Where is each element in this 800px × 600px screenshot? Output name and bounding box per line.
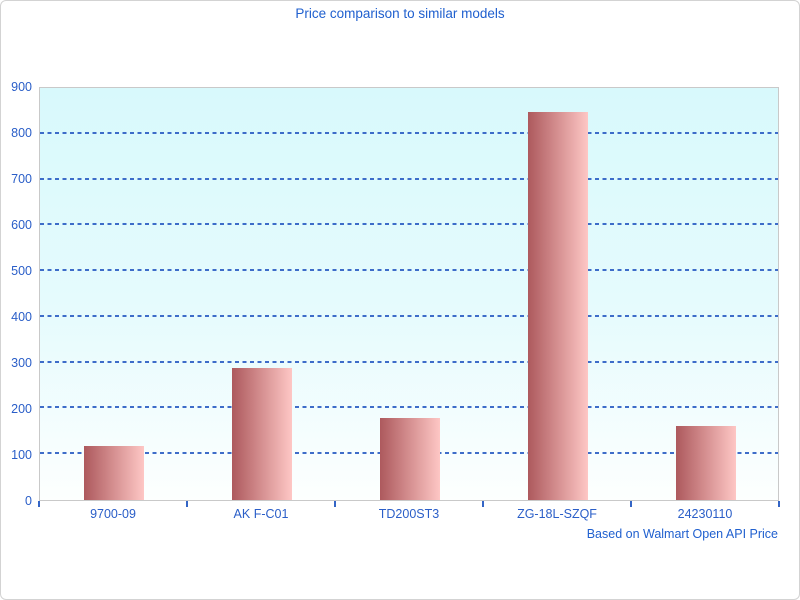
gridline-800: [40, 131, 778, 134]
plot-area: [39, 87, 779, 501]
bar-TD200ST3: [380, 417, 440, 500]
gridline-600: [40, 223, 778, 226]
x-axis-tick: [186, 501, 188, 507]
y-tick-label-100: 100: [11, 448, 32, 462]
x-category-label-9700-09: 9700-09: [90, 507, 136, 521]
y-tick-label-500: 500: [11, 264, 32, 278]
bar-ZG-18L-SZQF: [528, 112, 588, 500]
x-axis-tick: [778, 501, 780, 507]
y-tick-label-900: 900: [11, 80, 32, 94]
x-category-label-AK F-C01: AK F-C01: [233, 507, 289, 521]
bar-AK F-C01: [232, 368, 292, 500]
gridline-400: [40, 314, 778, 317]
y-tick-label-600: 600: [11, 218, 32, 232]
x-category-label-TD200ST3: TD200ST3: [378, 507, 440, 521]
chart-footnote: Based on Walmart Open API Price: [586, 527, 778, 541]
y-tick-label-400: 400: [11, 310, 32, 324]
x-axis-tick: [630, 501, 632, 507]
y-tick-label-300: 300: [11, 356, 32, 370]
gridline-500: [40, 269, 778, 272]
chart-title: Price comparison to similar models: [295, 6, 505, 21]
x-axis-tick: [482, 501, 484, 507]
x-axis-tick: [334, 501, 336, 507]
gridline-700: [40, 177, 778, 180]
y-tick-label-800: 800: [11, 126, 32, 140]
gridline-300: [40, 360, 778, 363]
gridline-200: [40, 406, 778, 409]
x-axis-tick: [38, 501, 40, 507]
y-tick-label-0: 0: [25, 494, 32, 508]
x-category-label-24230110: 24230110: [677, 507, 733, 521]
y-tick-label-200: 200: [11, 402, 32, 416]
bar-24230110: [676, 426, 736, 500]
x-category-label-ZG-18L-SZQF: ZG-18L-SZQF: [517, 507, 597, 521]
y-tick-label-700: 700: [11, 172, 32, 186]
bar-9700-09: [84, 445, 144, 500]
